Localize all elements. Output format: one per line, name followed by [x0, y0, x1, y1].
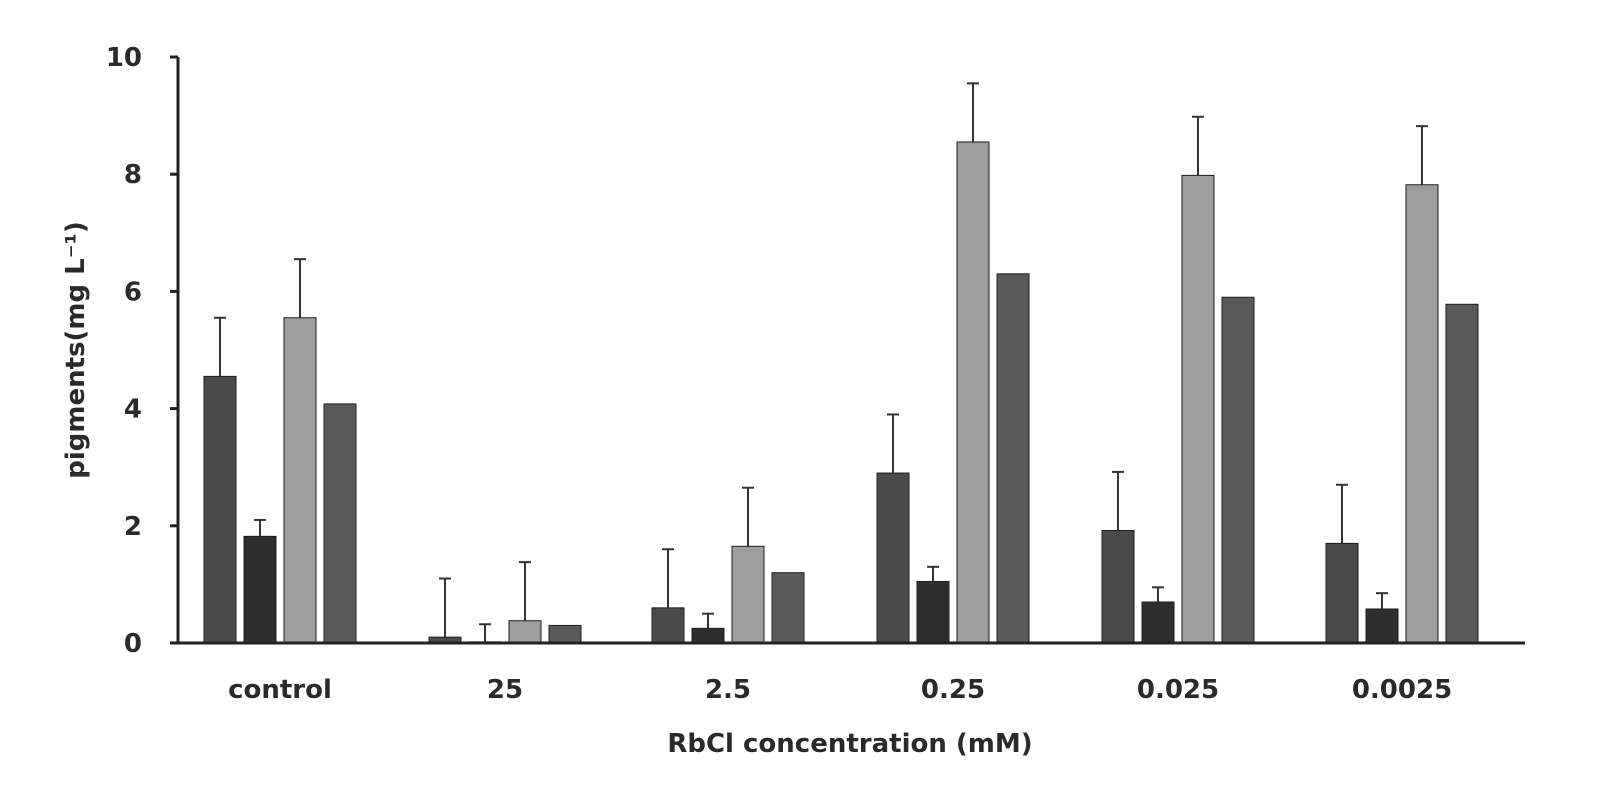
x-tick-label-0.025: 0.025	[1137, 675, 1219, 705]
x-tick-labels: control 25 2.5 0.25 0.025 0.0025	[228, 675, 1452, 705]
bar-s4-0.25	[997, 274, 1029, 643]
bar-s3-2.5	[732, 546, 764, 643]
bar-s4-control	[324, 404, 356, 643]
bar-s2-0.25	[917, 581, 949, 643]
bar-s2-control	[244, 536, 276, 643]
bar-s3-0.0025	[1406, 185, 1438, 643]
bar-s4-0.0025	[1446, 304, 1478, 643]
x-tick-label-25: 25	[487, 675, 523, 705]
bar-s3-control	[284, 318, 316, 643]
bar-s2-0.0025	[1366, 609, 1398, 643]
y-tick-label-6: 6	[124, 277, 142, 307]
x-tick-label-0.0025: 0.0025	[1352, 675, 1452, 705]
x-tick-label-control: control	[228, 675, 332, 705]
y-axis-title: pigments(mg L⁻¹)	[61, 221, 91, 478]
x-axis-title: RbCl concentration (mM)	[667, 729, 1032, 759]
bar-s2-0.025	[1142, 602, 1174, 643]
bar-s1-0.0025	[1326, 543, 1358, 643]
bar-s1-control	[204, 376, 236, 643]
bar-s4-0.025	[1222, 297, 1254, 643]
y-tick-label-0: 0	[124, 629, 142, 659]
y-tick-label-8: 8	[124, 160, 142, 190]
bar-s1-0.025	[1102, 530, 1134, 643]
y-tick-label-2: 2	[124, 512, 142, 542]
bar-s3-25	[509, 621, 541, 643]
bar-s4-2.5	[772, 573, 804, 643]
bar-s3-0.025	[1182, 175, 1214, 643]
y-tick-label-4: 4	[124, 395, 142, 425]
y-ticks: 0 2 4 6 8 10	[106, 43, 178, 659]
bar-s1-0.25	[877, 473, 909, 643]
bars-layer	[204, 142, 1478, 643]
bar-s2-2.5	[692, 628, 724, 643]
x-tick-label-2.5: 2.5	[705, 675, 751, 705]
bar-s3-0.25	[957, 142, 989, 643]
x-tick-label-0.25: 0.25	[921, 675, 985, 705]
y-tick-label-10: 10	[106, 43, 142, 73]
bar-s4-25	[549, 625, 581, 643]
bar-s1-2.5	[652, 608, 684, 643]
